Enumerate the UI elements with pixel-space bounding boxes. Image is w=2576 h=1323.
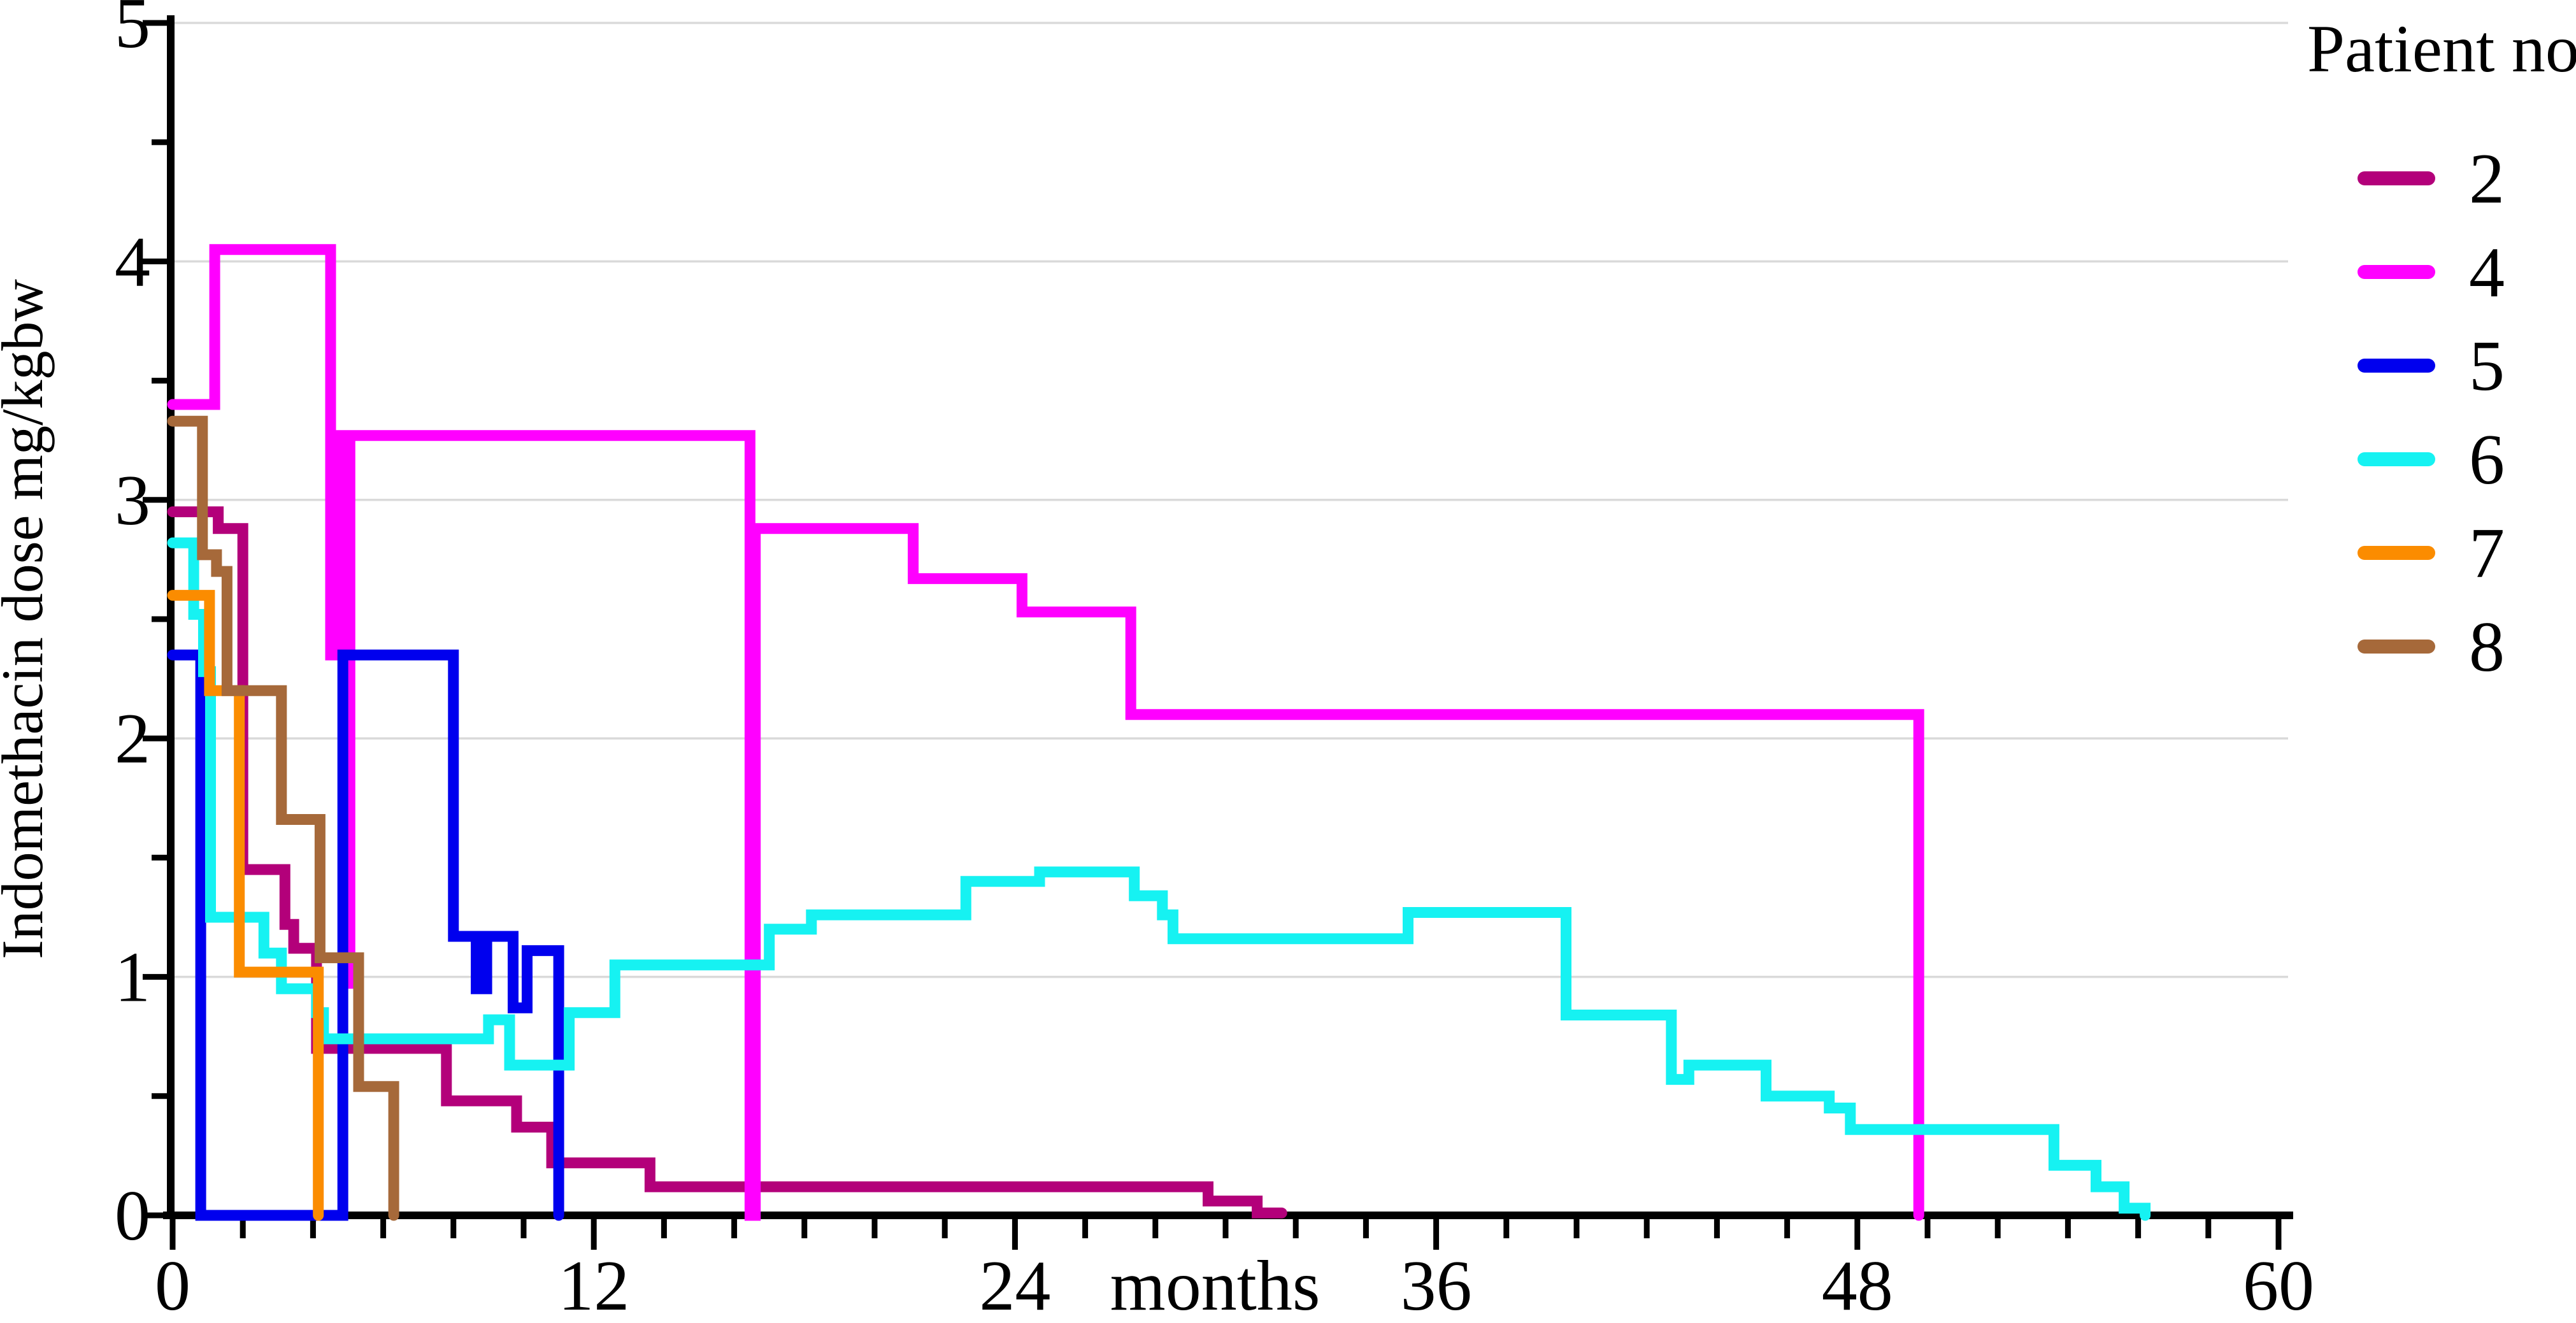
x-tick-label-48: 48 (1822, 1247, 1893, 1323)
y-tick-label-1: 1 (115, 938, 150, 1017)
ticks-group (143, 20, 2282, 1250)
x-tick-label-24: 24 (979, 1247, 1050, 1323)
series-line-patient-8 (167, 415, 399, 1221)
y-tick-label-0: 0 (115, 1176, 150, 1255)
y-tick-label-2: 2 (115, 699, 150, 778)
x-tick-label-60: 60 (2243, 1247, 2314, 1323)
legend-label-patient-4: 4 (2469, 233, 2505, 312)
legend-group: 2 4 5 6 7 8 (2358, 139, 2505, 687)
y-tick-label-4: 4 (115, 222, 150, 301)
legend-label-patient-8: 8 (2469, 608, 2505, 687)
legend-label-patient-5: 5 (2469, 327, 2505, 406)
x-tick-label-12: 12 (558, 1247, 629, 1323)
legend-label-patient-7: 7 (2469, 514, 2505, 593)
legend-title: Patient no. (2307, 11, 2576, 86)
x-tick-label-0: 0 (155, 1247, 190, 1323)
series-lines-group (167, 244, 2151, 1221)
legend-label-patient-2: 2 (2469, 139, 2505, 218)
series-line-patient-4 (167, 244, 1924, 1221)
legend-label-patient-6: 6 (2469, 420, 2505, 499)
x-axis-unit-label: months (1110, 1247, 1320, 1323)
x-tick-labels-group: 0 12 24 36 48 60 (155, 1247, 2314, 1323)
x-tick-label-36: 36 (1401, 1247, 1472, 1323)
y-tick-label-3: 3 (115, 461, 150, 540)
gridlines-group (175, 22, 2288, 978)
series-line-patient-5 (167, 649, 564, 1221)
y-axis-title: Indomethacin dose mg/kgbw (0, 278, 55, 959)
y-tick-label-5: 5 (115, 0, 150, 63)
y-tick-labels-group: 0 1 2 3 4 5 (115, 0, 150, 1255)
axes-group (163, 15, 2293, 1219)
series-line-patient-6 (167, 537, 2151, 1221)
